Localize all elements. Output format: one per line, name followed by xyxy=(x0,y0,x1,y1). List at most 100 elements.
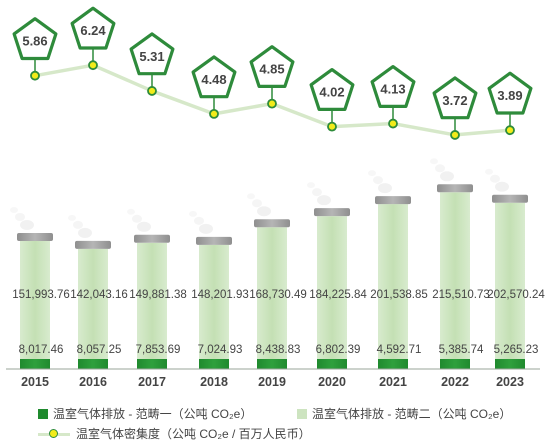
intensity-bubble-2021 xyxy=(370,64,416,109)
x-tick-label-2019: 2019 xyxy=(258,375,286,389)
smoke-puff xyxy=(137,221,151,232)
legend-scope2: 温室气体排放 - 范畴二（公吨 CO₂e） xyxy=(297,405,511,422)
intensity-value-label-2017: 5.31 xyxy=(139,49,164,64)
chimney-cap-2022 xyxy=(437,184,473,193)
value-label-scope2-2015: 151,993.76 xyxy=(12,289,70,301)
intensity-point-2018 xyxy=(209,108,219,119)
intensity-bubble-2015 xyxy=(12,17,58,61)
smoke-puff xyxy=(132,214,142,223)
value-label-scope1-2018: 7,024.93 xyxy=(198,344,243,356)
value-label-scope1-2023: 5,265.23 xyxy=(494,344,539,356)
intensity-value-label-2018: 4.48 xyxy=(201,72,226,87)
bar-scope1-2021 xyxy=(378,359,408,369)
bar-scope2-2021 xyxy=(378,204,408,359)
bar-scope1-2018 xyxy=(199,359,229,369)
smoke-2023 xyxy=(485,168,509,192)
intensity-point-2015 xyxy=(30,70,40,81)
intensity-value-label-2019: 4.85 xyxy=(259,62,284,77)
bar-scope2-2018 xyxy=(199,244,229,359)
smoke-puff xyxy=(485,168,493,175)
value-label-scope2-2017: 149,881.38 xyxy=(129,289,187,301)
x-tick-label-2016: 2016 xyxy=(79,375,107,389)
smoke-puff xyxy=(252,199,262,208)
smoke-puff xyxy=(15,212,25,221)
bar-scope2-2023 xyxy=(495,202,525,359)
intensity-value-label-2016: 6.24 xyxy=(80,23,106,38)
bar-scope1-2019 xyxy=(257,359,287,369)
smoke-puff xyxy=(247,193,255,200)
x-tick-label-2023: 2023 xyxy=(496,375,524,389)
value-label-scope1-2021: 4,592.71 xyxy=(377,344,422,356)
x-tick-label-2017: 2017 xyxy=(138,375,166,389)
bar-scope1-2020 xyxy=(317,359,347,369)
chimney-cap-2015 xyxy=(17,232,53,241)
x-tick-label-2018: 2018 xyxy=(200,375,228,389)
legend-intensity-label: 温室气体密集度（公吨 CO₂e / 百万人民币） xyxy=(76,427,311,441)
bar-scope1-2016 xyxy=(78,359,108,369)
intensity-point-2019 xyxy=(267,98,277,109)
smoke-puff xyxy=(378,183,392,194)
smoke-2018 xyxy=(189,210,213,234)
bar-scope1-2022 xyxy=(440,359,470,369)
chimney-cap-2016 xyxy=(75,240,111,249)
chimney-cap-2020 xyxy=(314,208,350,217)
smoke-puff xyxy=(317,195,331,206)
smoke-puff xyxy=(78,227,92,238)
smoke-puff xyxy=(373,176,383,185)
value-label-scope2-2019: 168,730.49 xyxy=(249,289,307,301)
smoke-puff xyxy=(440,171,454,182)
legend-scope2-label: 温室气体排放 - 范畴二（公吨 CO₂e） xyxy=(312,407,512,421)
intensity-value-label-2020: 4.02 xyxy=(319,85,344,100)
smoke-2016 xyxy=(68,214,92,238)
value-label-scope1-2020: 6,802.39 xyxy=(316,344,361,356)
smoke-puff xyxy=(20,219,34,230)
intensity-value-label-2023: 3.89 xyxy=(497,88,522,103)
bar-scope2-2016 xyxy=(78,248,108,359)
intensity-point-2022 xyxy=(450,130,460,140)
bar-scope2-2020 xyxy=(317,216,347,359)
legend-intensity: 温室气体密集度（公吨 CO₂e / 百万人民币） xyxy=(38,425,311,442)
intensity-point-2021 xyxy=(388,118,398,129)
bar-scope1-2017 xyxy=(137,359,167,369)
value-label-scope1-2016: 8,057.25 xyxy=(77,344,122,356)
chimney-cap-2017 xyxy=(134,234,170,243)
smoke-puff xyxy=(68,214,76,221)
legend-scope1-swatch xyxy=(38,408,48,419)
smoke-2017 xyxy=(127,208,151,232)
value-label-scope2-2018: 148,201.93 xyxy=(191,289,249,301)
intensity-bubble-2018 xyxy=(191,55,237,99)
intensity-bubble-2019 xyxy=(249,45,295,89)
value-label-scope1-2015: 8,017.46 xyxy=(19,344,64,356)
chimney-cap-2021 xyxy=(375,196,411,205)
smoke-2015 xyxy=(10,206,34,230)
value-label-scope1-2022: 5,385.74 xyxy=(439,344,484,356)
smoke-2022 xyxy=(430,158,454,182)
legend-scope1: 温室气体排放 - 范畴一（公吨 CO₂e） xyxy=(38,405,252,422)
x-tick-label-2021: 2021 xyxy=(379,375,407,389)
smoke-puff xyxy=(194,216,204,225)
intensity-point-2023 xyxy=(505,125,515,136)
smoke-puff xyxy=(307,182,315,189)
smoke-puff xyxy=(73,220,83,229)
smoke-2021 xyxy=(368,170,392,194)
smoke-2019 xyxy=(247,193,271,217)
intensity-value-label-2022: 3.72 xyxy=(442,93,467,108)
smoke-puff xyxy=(257,206,271,217)
value-label-scope2-2023: 202,570.24 xyxy=(487,289,545,301)
smoke-puff xyxy=(368,170,376,177)
bar-scope2-2015 xyxy=(20,240,50,359)
legend-scope2-swatch xyxy=(297,408,307,419)
smoke-puff xyxy=(435,164,445,173)
bar-scope1-2023 xyxy=(495,359,525,369)
smoke-2020 xyxy=(307,182,331,206)
smoke-puff xyxy=(495,181,509,192)
intensity-value-label-2021: 4.13 xyxy=(380,82,405,97)
intensity-bubble-2020 xyxy=(309,67,355,112)
intensity-value-label-2015: 5.86 xyxy=(22,34,47,49)
intensity-point-2017 xyxy=(147,86,157,96)
smoke-puff xyxy=(312,188,322,197)
intensity-point-2016 xyxy=(88,60,98,71)
bar-scope1-2015 xyxy=(20,359,50,369)
smoke-puff xyxy=(430,158,438,165)
